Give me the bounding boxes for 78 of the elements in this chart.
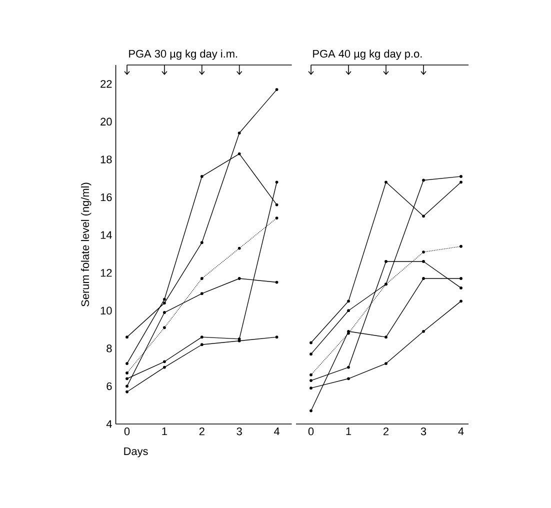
point	[460, 277, 462, 280]
point	[347, 377, 350, 380]
x-tick-label: 1	[162, 428, 167, 436]
point	[275, 88, 278, 91]
point	[347, 366, 350, 369]
point	[275, 180, 278, 184]
point	[200, 336, 204, 339]
y-axis-title: Serum folate level (ng/ml)	[81, 182, 92, 306]
point	[460, 175, 462, 178]
x-tick-label: 4	[274, 428, 280, 436]
y-tick-label: 4	[106, 420, 112, 428]
point	[422, 330, 425, 333]
x-tick-label: 2	[384, 428, 389, 436]
point	[460, 244, 462, 248]
x-tick-label: 4	[458, 428, 464, 436]
point	[275, 216, 278, 220]
y-tick-label: 6	[106, 382, 112, 390]
point	[163, 298, 166, 301]
y-tick-label: 12	[100, 269, 112, 277]
point	[422, 277, 425, 280]
point	[126, 362, 128, 365]
point	[310, 352, 312, 356]
x-tick-label: 2	[199, 428, 204, 436]
point	[384, 180, 388, 184]
point	[384, 260, 388, 263]
y-tick-label: 22	[100, 80, 112, 88]
y-tick-label: 16	[100, 193, 112, 202]
point	[384, 362, 388, 365]
point	[347, 309, 350, 312]
point	[200, 343, 204, 346]
point	[275, 280, 278, 284]
point	[163, 311, 166, 314]
chart-title: PGA 30 µg kg day i.m.	[129, 50, 238, 60]
point	[460, 180, 462, 184]
point	[126, 372, 128, 374]
point	[460, 286, 462, 290]
point	[200, 241, 204, 244]
y-tick-label: 18	[100, 156, 112, 164]
x-tick-label: 3	[236, 428, 242, 436]
point	[126, 336, 128, 339]
point	[200, 292, 204, 296]
point	[422, 178, 425, 182]
point	[163, 302, 166, 305]
point	[310, 379, 312, 382]
x-axis-title: Days	[124, 447, 148, 458]
point	[238, 132, 241, 134]
point	[163, 366, 166, 369]
point	[347, 300, 350, 303]
point	[422, 214, 425, 218]
x-tick-label: 0	[124, 428, 130, 436]
point	[238, 277, 241, 280]
y-tick-label: 8	[106, 344, 112, 352]
point	[200, 175, 204, 178]
point	[460, 300, 462, 303]
point	[310, 409, 312, 412]
point	[384, 336, 388, 339]
point	[126, 384, 128, 388]
point	[126, 377, 128, 380]
point	[310, 341, 312, 344]
point	[422, 250, 425, 254]
point	[126, 390, 128, 394]
y-tick-label: 10	[100, 306, 112, 314]
point	[275, 203, 278, 206]
y-tick-label: 20	[100, 118, 112, 126]
point	[163, 360, 166, 364]
chart-title: PGA 40 µg kg day p.o.	[313, 50, 422, 60]
point	[200, 277, 204, 280]
x-tick-label: 0	[308, 428, 314, 436]
x-tick-label: 1	[346, 428, 352, 436]
point	[422, 260, 425, 263]
x-tick-label: 3	[420, 428, 426, 436]
y-tick-label: 14	[100, 231, 112, 239]
point	[238, 152, 241, 156]
point	[275, 336, 278, 339]
point	[163, 326, 166, 330]
point	[238, 246, 241, 250]
point	[310, 386, 312, 390]
point	[310, 373, 312, 376]
